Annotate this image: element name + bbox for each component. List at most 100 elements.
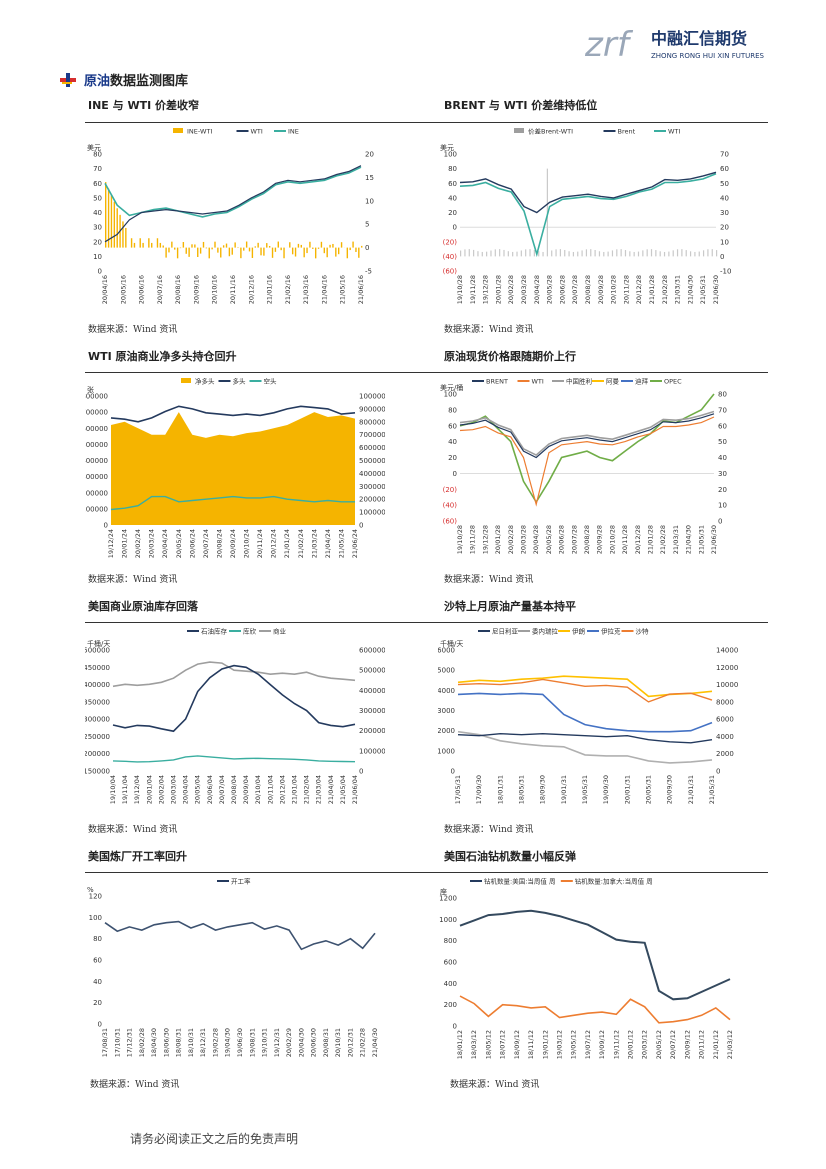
spread-bar (122, 221, 124, 248)
x-tick: 18/06/30 (162, 1028, 170, 1057)
y-axis-unit: 千桶/天 (87, 639, 110, 648)
legend-item: 多头 (218, 377, 246, 386)
legend-label: BRENT (486, 378, 508, 386)
spread-bar (211, 247, 213, 250)
y-tick-left: 1400000 (85, 681, 110, 689)
y-tick-left: 60 (448, 180, 457, 188)
spread-bar (590, 249, 592, 257)
chart-svg: 千桶/天 石油库存 库欣 商业 1500000 1450000 1400000 1350000… (79, 627, 386, 805)
x-tick: 21/06/30 (712, 275, 720, 304)
y-tick-right: 50 (718, 438, 727, 446)
x-tick: 20/11/24 (256, 529, 264, 558)
chart-title-8: 美国石油钻机数量小幅反弹 (444, 850, 576, 863)
divider-row-2 (85, 372, 768, 373)
legend-label: OPEC (664, 378, 682, 386)
spread-bar (481, 251, 483, 257)
x-tick: 20/09/28 (596, 525, 604, 554)
chart-panel-spot-prices: 美元/桶 BRENT WTI 中国胜利 阿曼 迪拜 OPEC 100 80 60 40 20 0 (20)… (438, 374, 738, 569)
spread-bar (107, 188, 110, 248)
spread-bar (559, 249, 561, 257)
x-tick: 19/07/12 (584, 1030, 592, 1059)
y-tick-left: 1250000 (85, 733, 110, 741)
legend-item: 委内瑞拉 (518, 627, 559, 636)
x-tick: 20/01/24 (121, 529, 129, 558)
x-tick: 21/03/12 (726, 1030, 734, 1059)
legend-item: 钻机数量:加拿大:当周值 周 (560, 877, 653, 886)
x-tick: 20/04/30 (297, 1028, 305, 1057)
y-tick-left: 80 (93, 151, 102, 159)
spread-bar (113, 201, 116, 248)
x-tick: 20/10/28 (608, 525, 616, 554)
spread-bar (646, 249, 648, 257)
x-tick: 20/09/30 (666, 775, 674, 804)
x-tick: 21/04/04 (327, 775, 335, 804)
spread-bar (234, 242, 236, 248)
x-tick: 21/03/31 (672, 525, 680, 554)
spread-bar (542, 251, 544, 257)
y-tick-left: 1200000 (85, 750, 110, 758)
legend-label: WTI (668, 128, 680, 136)
x-tick: 18/05/31 (518, 775, 526, 804)
x-tick: 19/12/31 (273, 1028, 281, 1057)
y-tick-left: 20 (93, 238, 102, 246)
spread-bar (473, 249, 475, 257)
spread-bar (280, 247, 282, 251)
y-axis-unit: 张 (87, 385, 94, 394)
x-tick: 20/07/28 (570, 525, 578, 554)
source-7: 数据来源：Wind 资讯 (90, 1080, 180, 1090)
y-axis-unit: % (87, 886, 94, 894)
spread-bar (139, 238, 141, 248)
spread-bar (702, 250, 705, 257)
spread-bar (300, 244, 302, 248)
x-tick: 20/05/24 (175, 529, 183, 558)
y-tick-left: (60) (443, 518, 458, 526)
y-tick-left: 4000 (438, 687, 455, 695)
y-tick-right: 70 (718, 406, 727, 414)
spread-bar (629, 251, 631, 257)
x-tick: 18/11/12 (527, 1030, 535, 1059)
y-tick-left: 30 (93, 224, 102, 232)
x-tick: 20/08/04 (230, 775, 238, 804)
spread-bar (676, 249, 679, 257)
spread-bar (663, 251, 666, 257)
legend-label: 石油库存 (201, 627, 228, 636)
x-tick: 20/12/16 (247, 275, 255, 304)
legend-item: INE-WTI (173, 128, 212, 136)
spread-bar (283, 247, 285, 259)
x-tick: 17/10/31 (113, 1028, 121, 1057)
chart-panel-ine-wti: 美元 INE-WTI WTI INE 80 70 60 50 40 30 20 10 0 20 15 10 5 0… (85, 124, 385, 319)
chart-panel-opec-output: 千桶/天 尼日利亚 委内瑞拉 伊朗 伊拉克 沙特 6000 5000 4000 3000 2000 1… (437, 624, 738, 819)
chart-title-1: INE 与 WTI 价差收窄 (88, 99, 200, 112)
x-tick: 17/05/31 (454, 775, 462, 804)
y-tick-left: 1000 (439, 916, 457, 924)
legend-item: 沙特 (621, 627, 649, 636)
legend-item: 阿曼 (592, 377, 620, 386)
divider-row-4 (85, 872, 768, 873)
legend-label: WTI (532, 378, 544, 386)
y-tick-left: 80 (448, 165, 457, 173)
x-tick: 21/01/28 (648, 275, 656, 304)
legend-label: 商业 (273, 627, 287, 636)
x-tick: 20/06/28 (558, 275, 566, 304)
y-tick-right: 60 (720, 165, 729, 173)
spread-bar (260, 247, 262, 256)
y-tick-right: 100000 (359, 747, 385, 755)
spread-bar (460, 250, 462, 257)
y-tick-right: 0 (359, 768, 363, 776)
x-tick: 21/01/04 (291, 775, 299, 804)
x-tick: 20/12/04 (278, 775, 286, 804)
spread-bar (637, 251, 640, 257)
x-tick: 20/08/16 (174, 275, 182, 304)
spread-bar (225, 243, 228, 248)
x-tick: 21/06/04 (351, 775, 359, 804)
y-tick-right: 6000 (716, 716, 734, 724)
y-tick-right: 0 (720, 253, 724, 261)
y-tick-left: 20 (93, 999, 102, 1007)
cushing-line (112, 755, 356, 763)
legend-label: 尼日利亚 (492, 627, 519, 636)
y-tick-right: 300000 (359, 707, 385, 715)
x-tick: 20/05/28 (546, 275, 554, 304)
x-tick: 20/02/29 (285, 1028, 293, 1057)
legend-label: 阿曼 (606, 377, 620, 386)
x-tick: 18/07/12 (499, 1030, 507, 1059)
